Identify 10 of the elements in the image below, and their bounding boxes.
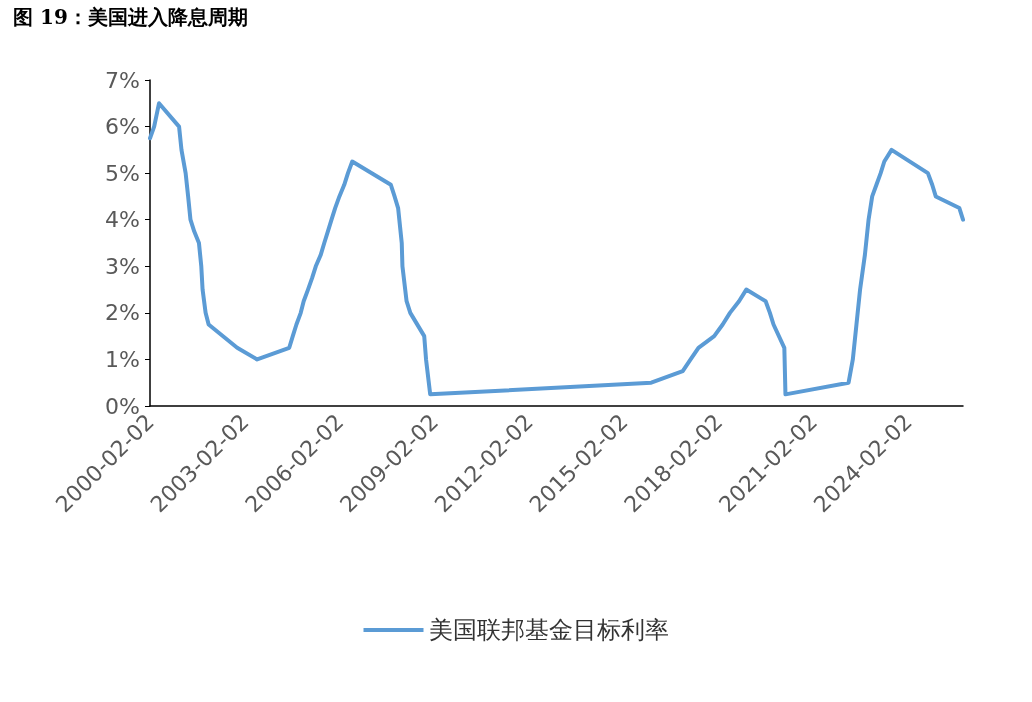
y-tick-label: 2% <box>105 300 140 326</box>
y-tick-label: 6% <box>105 114 140 140</box>
y-tick-label: 7% <box>105 67 140 93</box>
line-series <box>148 101 965 397</box>
legend-label: 美国联邦基金目标利率 <box>428 616 669 644</box>
chart-title: 图 19：美国进入降息周期 <box>13 5 248 29</box>
y-tick-label: 1% <box>105 346 140 372</box>
y-tick-label: 5% <box>105 160 140 186</box>
y-tick-label: 4% <box>105 207 140 233</box>
y-tick-label: 3% <box>105 253 140 279</box>
